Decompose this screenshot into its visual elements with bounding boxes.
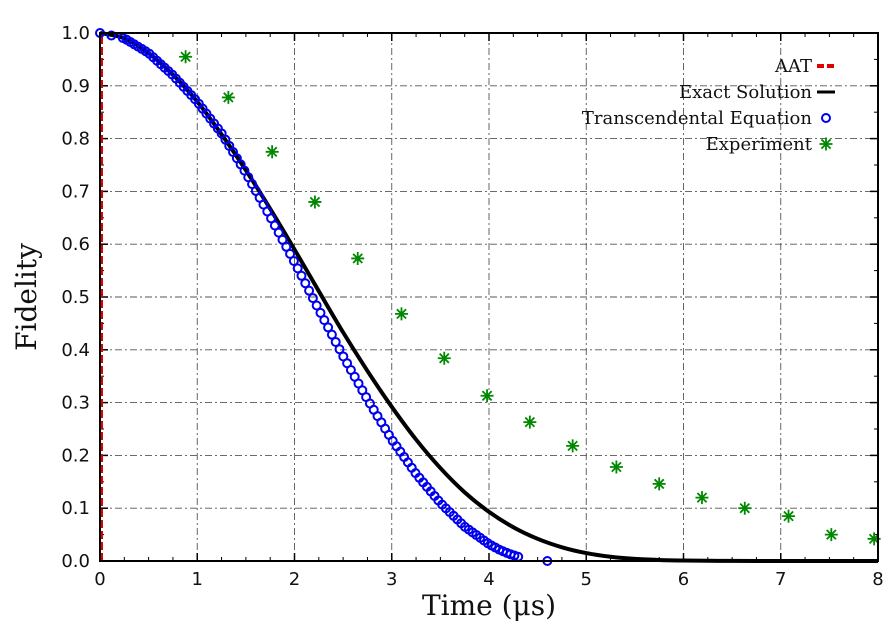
x-tick-label: 1 [192,569,203,590]
y-tick-label: 0.4 [61,340,90,361]
experiment-point [351,251,365,265]
transcendental-point [304,285,315,296]
experiment-point [782,509,796,523]
y-tick-label: 0.3 [61,393,90,414]
legend-label: Experiment [706,134,813,155]
legend-label: AAT [774,56,812,77]
experiment-point [738,501,752,515]
experiment-point [308,195,322,209]
y-tick-label: 0.7 [61,181,90,202]
transcendental-point [315,307,326,318]
x-axis-title: Time (μs) [422,589,556,622]
y-tick-labels: 0.0 0.1 0.2 0.3 0.4 0.5 0.6 0.7 0.8 0.9 1.0 [61,23,90,572]
transcendental-point [288,255,299,266]
experiment-point [566,439,580,453]
y-tick-label: 0.2 [61,445,90,466]
transcendental-point [292,263,303,274]
x-tick-label: 7 [775,569,786,590]
y-tick-label: 0.8 [61,129,90,150]
y-axis-title: Fidelity [10,243,43,351]
y-tick-label: 1.0 [61,23,90,44]
x-tick-label: 4 [483,569,494,590]
legend-swatch-transcendental [821,113,831,123]
plot-frame [99,32,879,562]
transcendental-point [300,278,311,289]
legend: AAT Exact Solution Transcendental Equation… [582,56,835,155]
x-tick-label: 5 [581,569,592,590]
y-tick-label: 0.0 [61,551,90,572]
transcendental-point [311,300,322,311]
experiment-point [265,145,279,159]
y-tick-label: 0.1 [61,498,90,519]
experiment-point [867,532,881,546]
experiment-point [480,389,494,403]
experiment-point [437,351,451,365]
transcendental-point [307,293,318,304]
x-tick-label: 6 [678,569,689,590]
experiment-point [824,528,838,542]
experiment-point [221,90,235,104]
transcendental-point [323,322,334,333]
legend-label: Exact Solution [679,82,812,103]
experiment-point [179,50,193,64]
series-transcendental-equation [95,28,553,566]
experiment-point [523,415,537,429]
y-tick-label: 0.6 [61,234,90,255]
y-tick-label: 0.5 [61,287,90,308]
legend-swatch-experiment [819,137,833,151]
transcendental-point [326,329,337,340]
transcendental-point [106,30,117,41]
legend-label: Transcendental Equation [582,108,813,129]
x-tick-label: 3 [386,569,397,590]
experiment-point [695,491,709,505]
transcendental-point [319,315,330,326]
transcendental-point [296,270,307,281]
experiment-point [609,460,623,474]
y-tick-label: 0.9 [61,76,90,97]
x-tick-labels: 0 1 2 3 4 5 6 7 8 [94,569,883,590]
experiment-point [652,477,666,491]
x-tick-label: 8 [872,569,883,590]
transcendental-point [330,336,341,347]
series-experiment [179,50,881,546]
x-tick-label: 2 [289,569,300,590]
experiment-point [394,307,408,321]
x-tick-label: 0 [94,569,105,590]
